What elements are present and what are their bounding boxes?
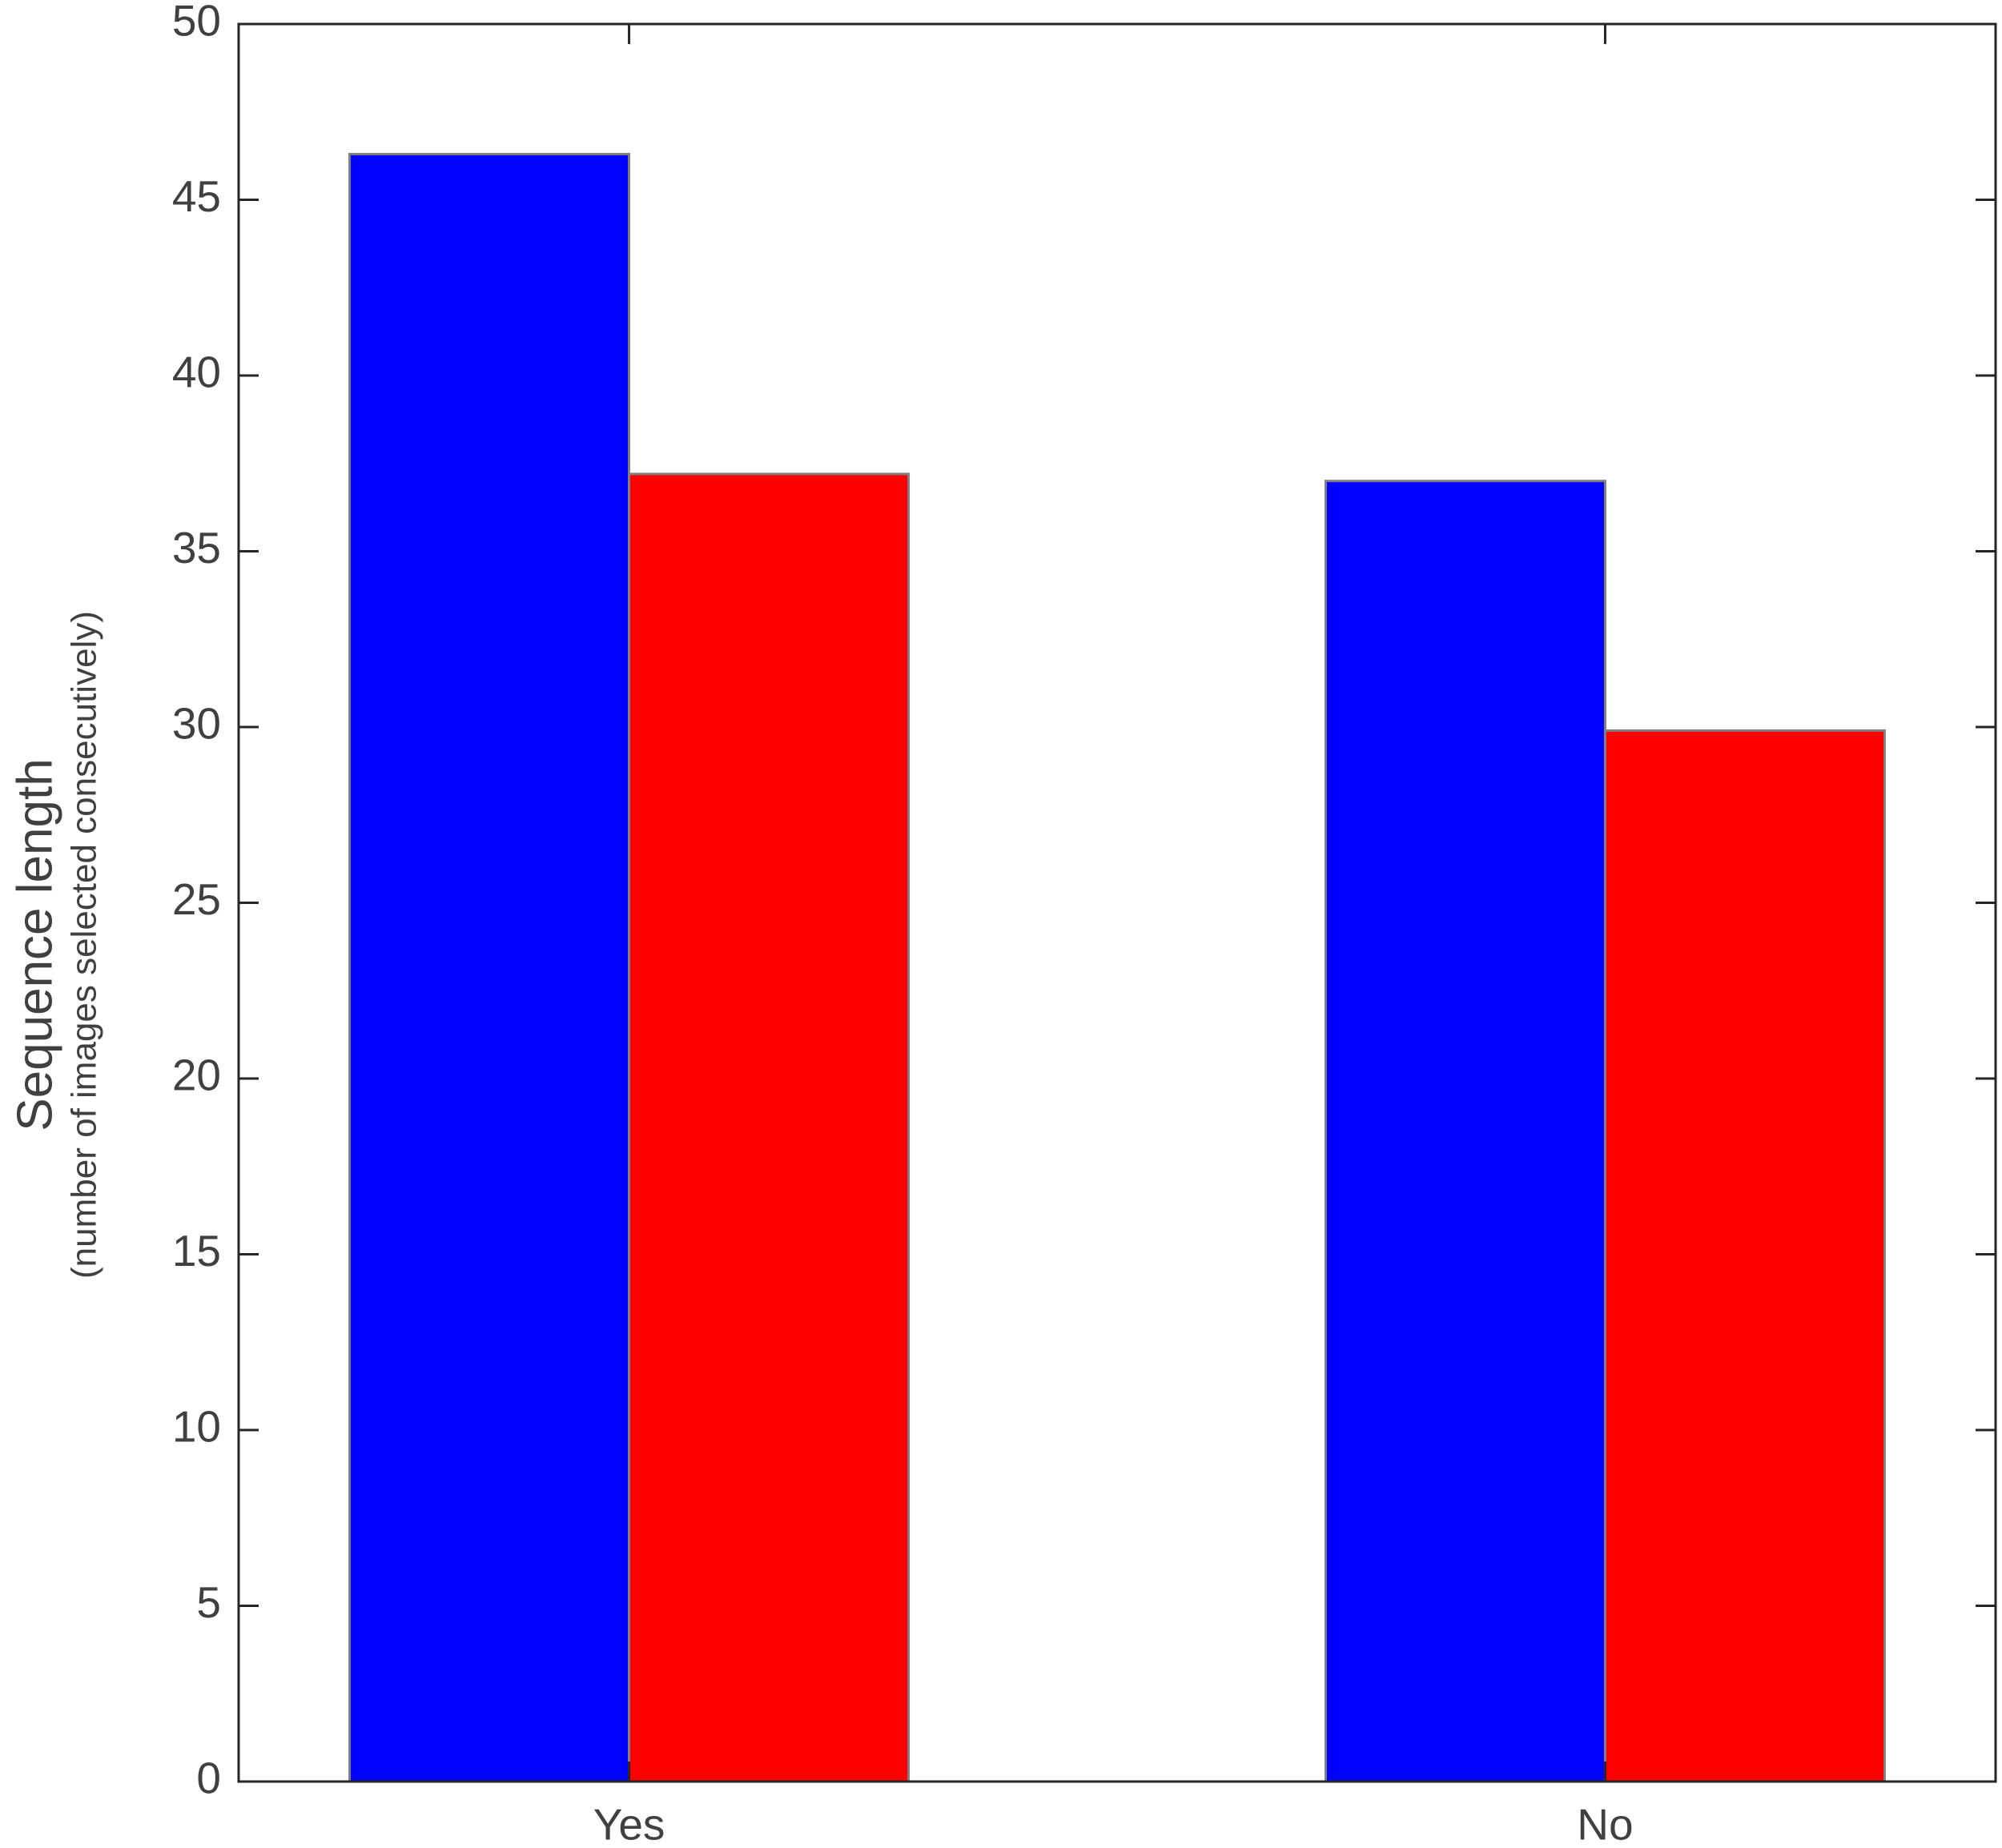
y-tick-label: 0: [196, 1754, 221, 1803]
y-tick-label: 50: [172, 0, 221, 46]
y-tick-label: 15: [172, 1226, 221, 1276]
y-axis-sublabel: (number of images selected consecutively…: [65, 611, 104, 1279]
bar: [628, 472, 911, 1783]
y-tick-label: 20: [172, 1051, 221, 1100]
y-tick-label: 30: [172, 699, 221, 749]
bar: [348, 152, 631, 1783]
y-tick-label: 45: [172, 171, 221, 221]
x-tick-label: No: [1577, 1800, 1633, 1848]
bar: [1324, 480, 1606, 1783]
y-tick-label: 35: [172, 523, 221, 572]
y-axis-label: Sequence length: [7, 758, 62, 1131]
y-tick-label: 10: [172, 1402, 221, 1452]
y-tick-label: 5: [196, 1577, 221, 1627]
y-tick-label: 40: [172, 348, 221, 397]
y-tick-label: 25: [172, 874, 221, 924]
bar: [1603, 729, 1886, 1783]
x-tick-label: Yes: [593, 1800, 665, 1848]
